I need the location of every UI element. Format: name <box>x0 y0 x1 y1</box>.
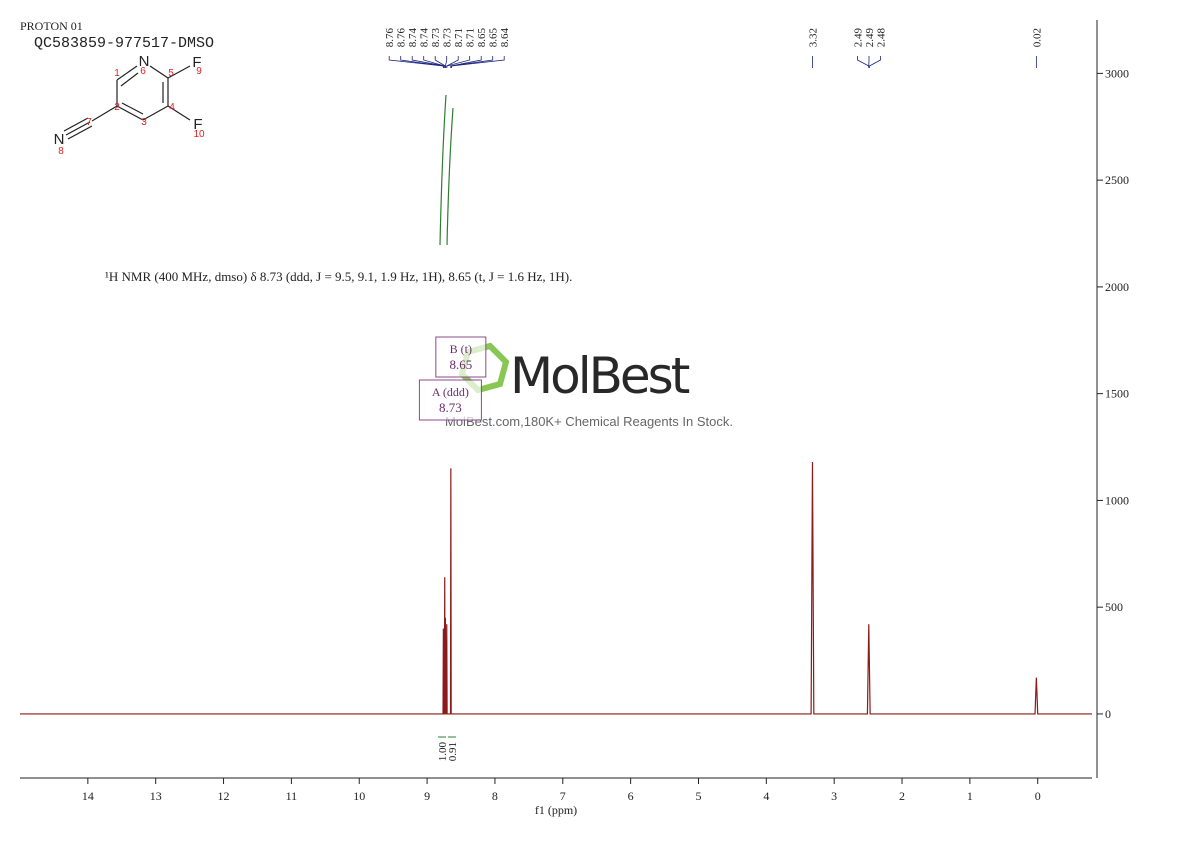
y-tick-label: 2000 <box>1105 280 1129 294</box>
atom-number: 6 <box>140 66 146 77</box>
atom-number: 4 <box>169 102 175 113</box>
atom-symbol: N <box>54 131 65 148</box>
multiplet-shift: 8.73 <box>439 400 462 415</box>
x-tick-label: 7 <box>560 789 566 803</box>
peak-leader <box>451 56 505 68</box>
multiplet-label: A (ddd) <box>432 385 469 399</box>
x-tick-label: 2 <box>899 789 905 803</box>
sample-name: QC583859-977517-DMSO <box>34 35 214 52</box>
peak-label: 2.49 <box>864 28 876 48</box>
atom-number: 1 <box>114 68 120 79</box>
peak-label: 8.71 <box>453 28 465 47</box>
spectrum-line <box>20 461 1092 715</box>
peak-label: 8.65 <box>476 28 488 48</box>
atom-symbol: F <box>193 116 202 133</box>
x-axis-label: f1 (ppm) <box>535 803 577 817</box>
peak-label: 2.48 <box>876 28 888 48</box>
atom-symbol: N <box>139 53 150 70</box>
integral-curves <box>439 94 454 246</box>
y-tick-label: 0 <box>1105 707 1111 721</box>
x-tick-label: 11 <box>286 789 298 803</box>
x-tick-label: 10 <box>353 789 365 803</box>
peak-leader <box>446 56 471 68</box>
peak-leader <box>857 56 870 68</box>
x-tick-label: 1 <box>967 789 973 803</box>
atom-number: 10 <box>193 129 205 140</box>
molecule <box>63 65 191 140</box>
experiment-name: PROTON 01 <box>20 19 83 33</box>
watermark-tagline: MolBest.com,180K+ Chemical Reagents In S… <box>445 414 733 429</box>
peak-label: 8.73 <box>430 28 442 48</box>
peak-label: 8.76 <box>396 28 408 48</box>
peak-label: 3.32 <box>807 28 819 47</box>
peak-leader <box>869 56 881 68</box>
multiplet-shift: 8.65 <box>449 357 472 372</box>
atom-number: 8 <box>58 146 64 157</box>
x-tick-label: 3 <box>831 789 837 803</box>
integral-label: 1.00 <box>437 742 449 762</box>
peak-leader <box>445 56 448 68</box>
x-tick-label: 6 <box>628 789 634 803</box>
peak-label: 8.76 <box>384 28 396 48</box>
x-tick-label: 8 <box>492 789 498 803</box>
y-tick-label: 500 <box>1105 600 1123 614</box>
x-tick-label: 5 <box>695 789 701 803</box>
atom-number: 9 <box>196 66 202 77</box>
peak-leader <box>450 56 494 68</box>
peak-label: 8.74 <box>407 28 419 48</box>
watermark-brand: MolBest <box>510 347 690 405</box>
peak-label: 8.64 <box>499 28 511 48</box>
x-tick-label: 12 <box>218 789 230 803</box>
multiplet-label: B (t) <box>450 342 472 356</box>
atom-symbol: F <box>192 54 201 71</box>
y-tick-label: 2500 <box>1105 173 1129 187</box>
watermark: MolBest MolBest.com,180K+ Chemical Reage… <box>445 342 733 429</box>
y-tick-label: 1500 <box>1105 387 1129 401</box>
peak-label: 2.49 <box>853 28 865 48</box>
x-tick-label: 0 <box>1035 789 1041 803</box>
atom-number: 2 <box>114 102 120 113</box>
atom-number: 5 <box>168 68 174 79</box>
y-tick-label: 1000 <box>1105 493 1129 507</box>
y-tick-label: 3000 <box>1105 66 1129 80</box>
x-tick-label: 13 <box>150 789 162 803</box>
peak-label: 8.71 <box>465 28 477 47</box>
x-tick-label: 4 <box>763 789 769 803</box>
peak-label: 8.73 <box>442 28 454 48</box>
atom-number: 3 <box>141 117 147 128</box>
peak-label: 8.65 <box>488 28 500 48</box>
atom-numbers: 1 2 3 4 5 6 7 8 9 10 <box>58 66 205 157</box>
nmr-description: ¹H NMR (400 MHz, dmso) δ 8.73 (ddd, J = … <box>105 269 572 284</box>
peak-label: 0.02 <box>1031 28 1043 47</box>
peak-leader <box>423 56 446 68</box>
peak-label: 8.74 <box>419 28 431 48</box>
integral-label: 0.91 <box>447 742 459 761</box>
x-tick-label: 14 <box>82 789 94 803</box>
x-tick-label: 9 <box>424 789 430 803</box>
multiplet-box <box>435 336 487 378</box>
multiplet-box <box>418 379 482 421</box>
peak-leader <box>400 56 444 68</box>
atom-number: 7 <box>86 117 92 128</box>
